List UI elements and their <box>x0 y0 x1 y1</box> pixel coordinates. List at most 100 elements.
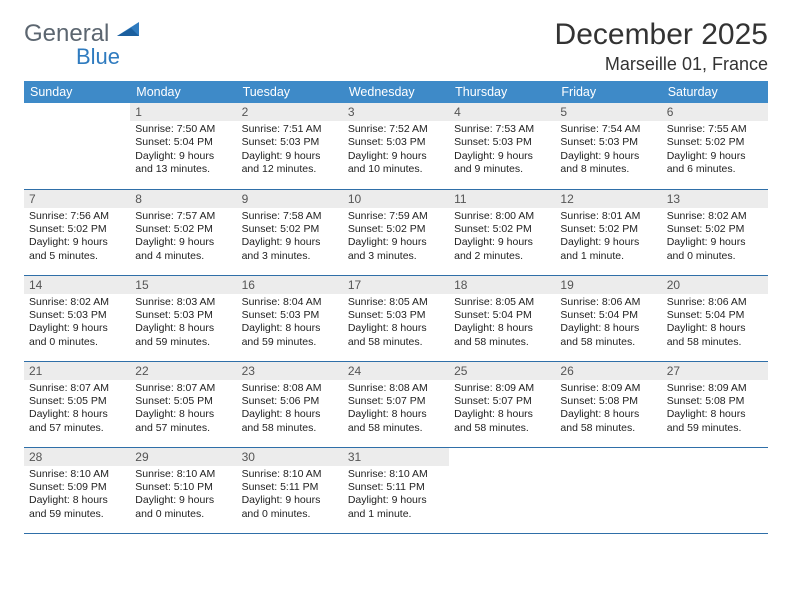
day-line: Daylight: 9 hours <box>29 236 125 249</box>
day-line: Daylight: 8 hours <box>242 408 338 421</box>
day-line: Sunrise: 8:02 AM <box>29 296 125 309</box>
day-line: Sunrise: 8:03 AM <box>135 296 231 309</box>
day-line: Sunset: 5:03 PM <box>29 309 125 322</box>
day-number: 29 <box>130 448 236 466</box>
day-number: 9 <box>237 190 343 208</box>
day-line: Sunrise: 7:52 AM <box>348 123 444 136</box>
day-line: Sunset: 5:02 PM <box>667 223 763 236</box>
day-line: and 57 minutes. <box>29 422 125 435</box>
day-line: and 58 minutes. <box>348 336 444 349</box>
calendar-day-cell: 19Sunrise: 8:06 AMSunset: 5:04 PMDayligh… <box>555 275 661 361</box>
calendar-day-cell: 14Sunrise: 8:02 AMSunset: 5:03 PMDayligh… <box>24 275 130 361</box>
day-line: Sunset: 5:05 PM <box>135 395 231 408</box>
day-line: Sunrise: 7:57 AM <box>135 210 231 223</box>
day-line: Sunrise: 8:08 AM <box>242 382 338 395</box>
calendar-week-row: 14Sunrise: 8:02 AMSunset: 5:03 PMDayligh… <box>24 275 768 361</box>
day-line: Sunrise: 8:10 AM <box>348 468 444 481</box>
day-body: Sunrise: 7:58 AMSunset: 5:02 PMDaylight:… <box>237 208 343 268</box>
day-line: Sunrise: 8:06 AM <box>667 296 763 309</box>
day-body: Sunrise: 8:07 AMSunset: 5:05 PMDaylight:… <box>130 380 236 440</box>
day-line: and 3 minutes. <box>348 250 444 263</box>
day-body: Sunrise: 8:06 AMSunset: 5:04 PMDaylight:… <box>662 294 768 354</box>
location-label: Marseille 01, France <box>555 54 768 75</box>
day-body: Sunrise: 8:09 AMSunset: 5:08 PMDaylight:… <box>662 380 768 440</box>
day-line: Sunrise: 8:06 AM <box>560 296 656 309</box>
day-number: 10 <box>343 190 449 208</box>
day-line: and 10 minutes. <box>348 163 444 176</box>
calendar-day-cell: 10Sunrise: 7:59 AMSunset: 5:02 PMDayligh… <box>343 189 449 275</box>
calendar-week-row: .1Sunrise: 7:50 AMSunset: 5:04 PMDayligh… <box>24 103 768 189</box>
day-line: Sunset: 5:04 PM <box>560 309 656 322</box>
calendar-table: SundayMondayTuesdayWednesdayThursdayFrid… <box>24 81 768 534</box>
day-line: Daylight: 9 hours <box>135 494 231 507</box>
day-line: and 1 minute. <box>348 508 444 521</box>
day-line: Daylight: 9 hours <box>667 236 763 249</box>
day-line: and 58 minutes. <box>348 422 444 435</box>
calendar-day-cell: 4Sunrise: 7:53 AMSunset: 5:03 PMDaylight… <box>449 103 555 189</box>
day-line: Sunset: 5:03 PM <box>454 136 550 149</box>
weekday-header: Saturday <box>662 81 768 103</box>
calendar-day-cell: 25Sunrise: 8:09 AMSunset: 5:07 PMDayligh… <box>449 361 555 447</box>
day-line: Sunrise: 8:09 AM <box>454 382 550 395</box>
weekday-header: Sunday <box>24 81 130 103</box>
day-number: 24 <box>343 362 449 380</box>
calendar-day-cell: 15Sunrise: 8:03 AMSunset: 5:03 PMDayligh… <box>130 275 236 361</box>
calendar-day-cell: 16Sunrise: 8:04 AMSunset: 5:03 PMDayligh… <box>237 275 343 361</box>
day-line: Daylight: 8 hours <box>560 408 656 421</box>
day-number: 13 <box>662 190 768 208</box>
day-line: Sunset: 5:02 PM <box>135 223 231 236</box>
day-line: Sunrise: 7:50 AM <box>135 123 231 136</box>
day-line: Sunrise: 8:02 AM <box>667 210 763 223</box>
weekday-header: Friday <box>555 81 661 103</box>
day-line: Sunrise: 7:58 AM <box>242 210 338 223</box>
day-line: Sunrise: 8:04 AM <box>242 296 338 309</box>
day-line: and 0 minutes. <box>29 336 125 349</box>
day-number: 18 <box>449 276 555 294</box>
day-line: and 0 minutes. <box>242 508 338 521</box>
day-line: Sunset: 5:08 PM <box>560 395 656 408</box>
day-number: 8 <box>130 190 236 208</box>
day-line: Sunrise: 7:51 AM <box>242 123 338 136</box>
day-body: Sunrise: 8:08 AMSunset: 5:06 PMDaylight:… <box>237 380 343 440</box>
day-line: Daylight: 9 hours <box>29 322 125 335</box>
weekday-header: Monday <box>130 81 236 103</box>
day-number: 26 <box>555 362 661 380</box>
day-line: Sunset: 5:03 PM <box>135 309 231 322</box>
day-line: Sunset: 5:11 PM <box>242 481 338 494</box>
day-body: Sunrise: 8:05 AMSunset: 5:03 PMDaylight:… <box>343 294 449 354</box>
calendar-day-cell: 2Sunrise: 7:51 AMSunset: 5:03 PMDaylight… <box>237 103 343 189</box>
day-line: Sunrise: 8:08 AM <box>348 382 444 395</box>
day-line: Daylight: 8 hours <box>454 322 550 335</box>
day-line: Daylight: 8 hours <box>242 322 338 335</box>
calendar-day-cell: 29Sunrise: 8:10 AMSunset: 5:10 PMDayligh… <box>130 447 236 533</box>
day-line: Sunset: 5:03 PM <box>348 309 444 322</box>
day-line: Sunrise: 7:56 AM <box>29 210 125 223</box>
day-line: and 58 minutes. <box>454 336 550 349</box>
day-body: Sunrise: 7:54 AMSunset: 5:03 PMDaylight:… <box>555 121 661 181</box>
day-body: Sunrise: 8:01 AMSunset: 5:02 PMDaylight:… <box>555 208 661 268</box>
calendar-day-cell: 26Sunrise: 8:09 AMSunset: 5:08 PMDayligh… <box>555 361 661 447</box>
day-body: Sunrise: 8:02 AMSunset: 5:03 PMDaylight:… <box>24 294 130 354</box>
day-line: and 57 minutes. <box>135 422 231 435</box>
title-block: December 2025 Marseille 01, France <box>555 18 768 75</box>
day-line: Sunset: 5:06 PM <box>242 395 338 408</box>
weekday-header: Thursday <box>449 81 555 103</box>
logo-word-2: Blue <box>76 44 139 70</box>
day-line: and 59 minutes. <box>135 336 231 349</box>
day-body: Sunrise: 8:02 AMSunset: 5:02 PMDaylight:… <box>662 208 768 268</box>
calendar-day-cell: 20Sunrise: 8:06 AMSunset: 5:04 PMDayligh… <box>662 275 768 361</box>
day-line: Sunrise: 8:05 AM <box>348 296 444 309</box>
day-body: Sunrise: 7:56 AMSunset: 5:02 PMDaylight:… <box>24 208 130 268</box>
day-line: Sunrise: 7:55 AM <box>667 123 763 136</box>
day-line: Daylight: 9 hours <box>348 236 444 249</box>
day-number: 27 <box>662 362 768 380</box>
day-number: 4 <box>449 103 555 121</box>
calendar-day-cell: 21Sunrise: 8:07 AMSunset: 5:05 PMDayligh… <box>24 361 130 447</box>
day-line: Sunrise: 8:10 AM <box>135 468 231 481</box>
logo-triangle-icon <box>117 22 139 45</box>
page-header: General Blue December 2025 Marseille 01,… <box>24 18 768 75</box>
calendar-day-cell: 11Sunrise: 8:00 AMSunset: 5:02 PMDayligh… <box>449 189 555 275</box>
calendar-day-cell: 23Sunrise: 8:08 AMSunset: 5:06 PMDayligh… <box>237 361 343 447</box>
calendar-week-row: 21Sunrise: 8:07 AMSunset: 5:05 PMDayligh… <box>24 361 768 447</box>
calendar-day-cell: 30Sunrise: 8:10 AMSunset: 5:11 PMDayligh… <box>237 447 343 533</box>
